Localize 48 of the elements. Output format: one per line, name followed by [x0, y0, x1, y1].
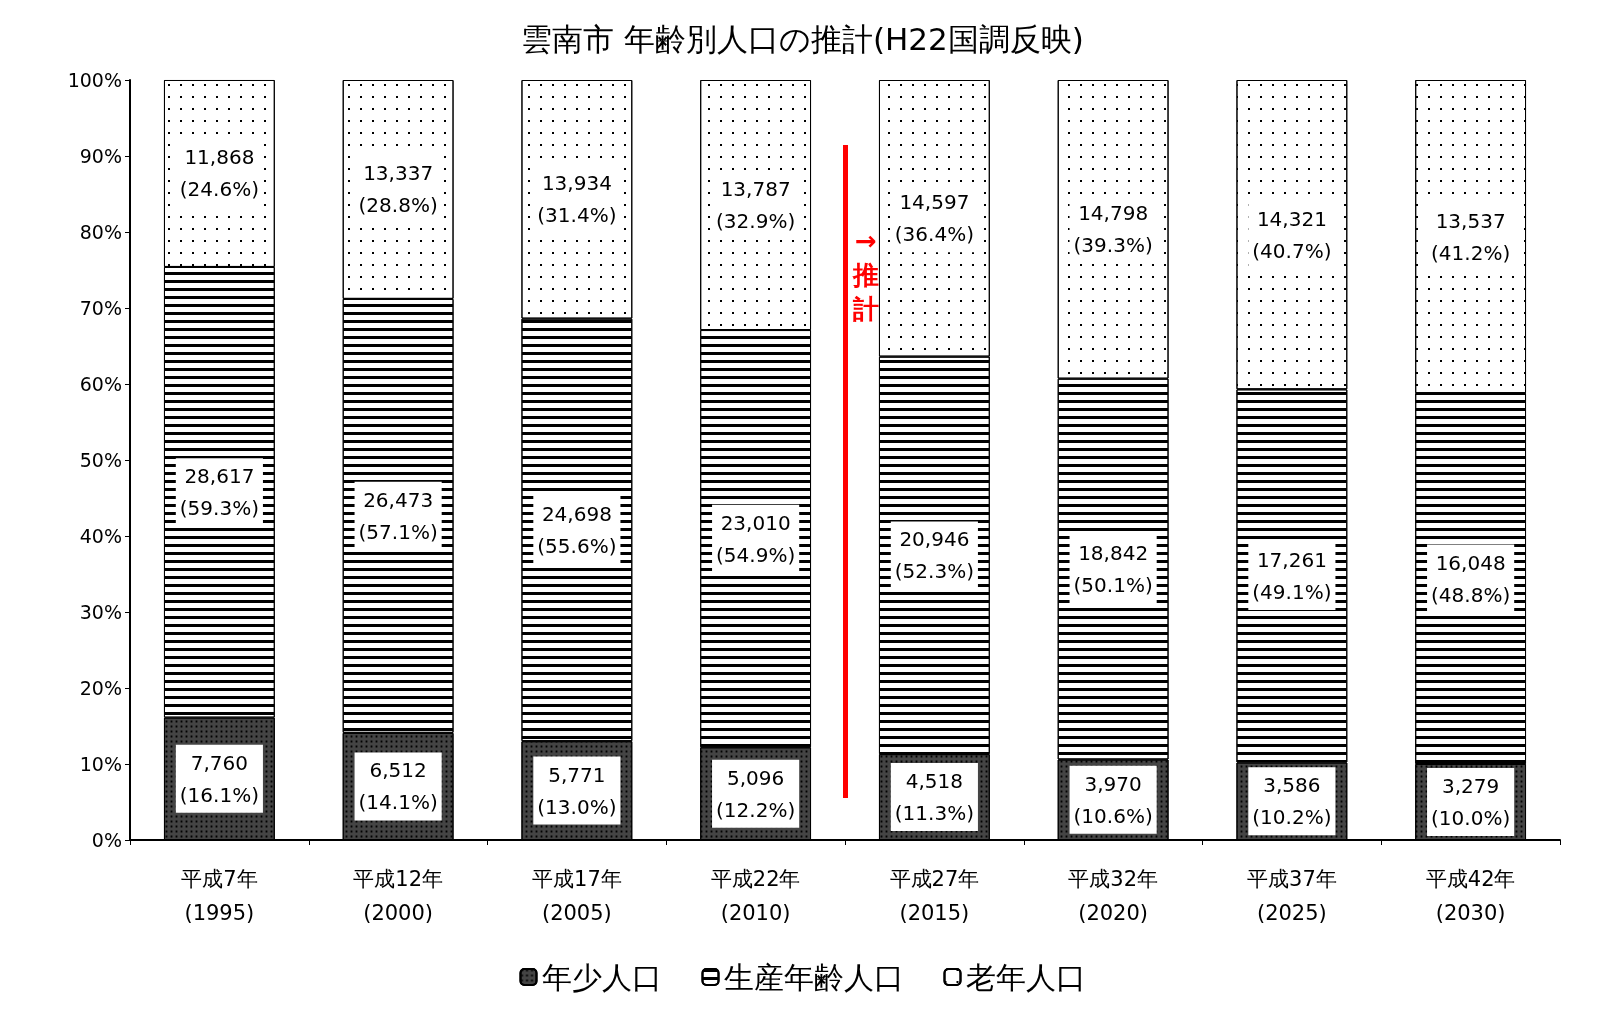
data-label: 7,760 (16.1%): [179, 750, 259, 807]
y-tick-label: 40%: [79, 525, 122, 547]
data-label: 23,010 (54.9%): [716, 510, 796, 567]
data-label: 3,586 (10.2%): [1252, 773, 1332, 830]
data-label: 13,537 (41.2%): [1431, 208, 1511, 265]
data-label: 5,096 (12.2%): [716, 765, 796, 822]
legend-label: 生産年齢人口: [723, 959, 904, 995]
x-tick-label: 平成7年 (1995): [181, 867, 258, 925]
data-label: 13,934 (31.4%): [537, 171, 617, 228]
chart-title: 雲南市 年齢別人口の推計(H22国調反映): [521, 20, 1084, 57]
y-tick-label: 60%: [79, 373, 122, 395]
x-tick-label: 平成32年 (2020): [1068, 867, 1158, 925]
data-label: 3,970 (10.6%): [1073, 771, 1153, 828]
data-label: 14,597 (36.4%): [894, 190, 974, 247]
x-tick-label: 平成17年 (2005): [532, 867, 622, 925]
data-label: 18,842 (50.1%): [1073, 541, 1153, 598]
y-tick-label: 30%: [79, 601, 122, 623]
data-label: 11,868 (24.6%): [179, 145, 259, 202]
data-label: 13,337 (28.8%): [358, 161, 438, 218]
data-label: 13,787 (32.9%): [716, 177, 796, 234]
x-tick-label: 平成27年 (2015): [889, 867, 980, 925]
legend-label: 老年人口: [965, 959, 1086, 995]
legend-label: 年少人口: [541, 959, 662, 995]
data-label: 28,617 (59.3%): [179, 464, 259, 521]
data-label: 4,518 (11.3%): [894, 769, 974, 826]
y-tick-label: 20%: [79, 677, 122, 699]
data-label: 24,698 (55.6%): [537, 501, 617, 558]
data-label: 16,048 (48.8%): [1431, 550, 1511, 607]
data-label: 20,946 (52.3%): [894, 527, 974, 584]
y-tick-label: 50%: [79, 449, 122, 471]
data-label: 14,321 (40.7%): [1252, 206, 1332, 263]
x-tick-label: 平成12年 (2000): [353, 867, 443, 925]
data-label: 3,279 (10.0%): [1431, 774, 1511, 830]
y-tick-label: 70%: [79, 297, 122, 319]
data-label: 5,771 (13.0%): [537, 762, 617, 819]
y-tick-label: 90%: [79, 145, 122, 167]
x-tick-label: 平成42年 (2030): [1425, 867, 1516, 925]
data-label: 6,512 (14.1%): [358, 758, 438, 815]
y-tick-label: 80%: [79, 221, 122, 243]
y-tick-label: 0%: [91, 829, 122, 851]
x-tick-label: 平成22年 (2010): [710, 867, 801, 925]
data-label: 14,798 (39.3%): [1073, 201, 1153, 258]
y-tick-label: 100%: [67, 69, 122, 91]
x-tick-label: 平成37年 (2025): [1247, 867, 1337, 925]
data-label: 17,261 (49.1%): [1252, 547, 1332, 604]
data-label: 26,473 (57.1%): [358, 487, 438, 544]
y-tick-label: 10%: [79, 753, 122, 775]
annotation: →推計: [851, 225, 880, 327]
